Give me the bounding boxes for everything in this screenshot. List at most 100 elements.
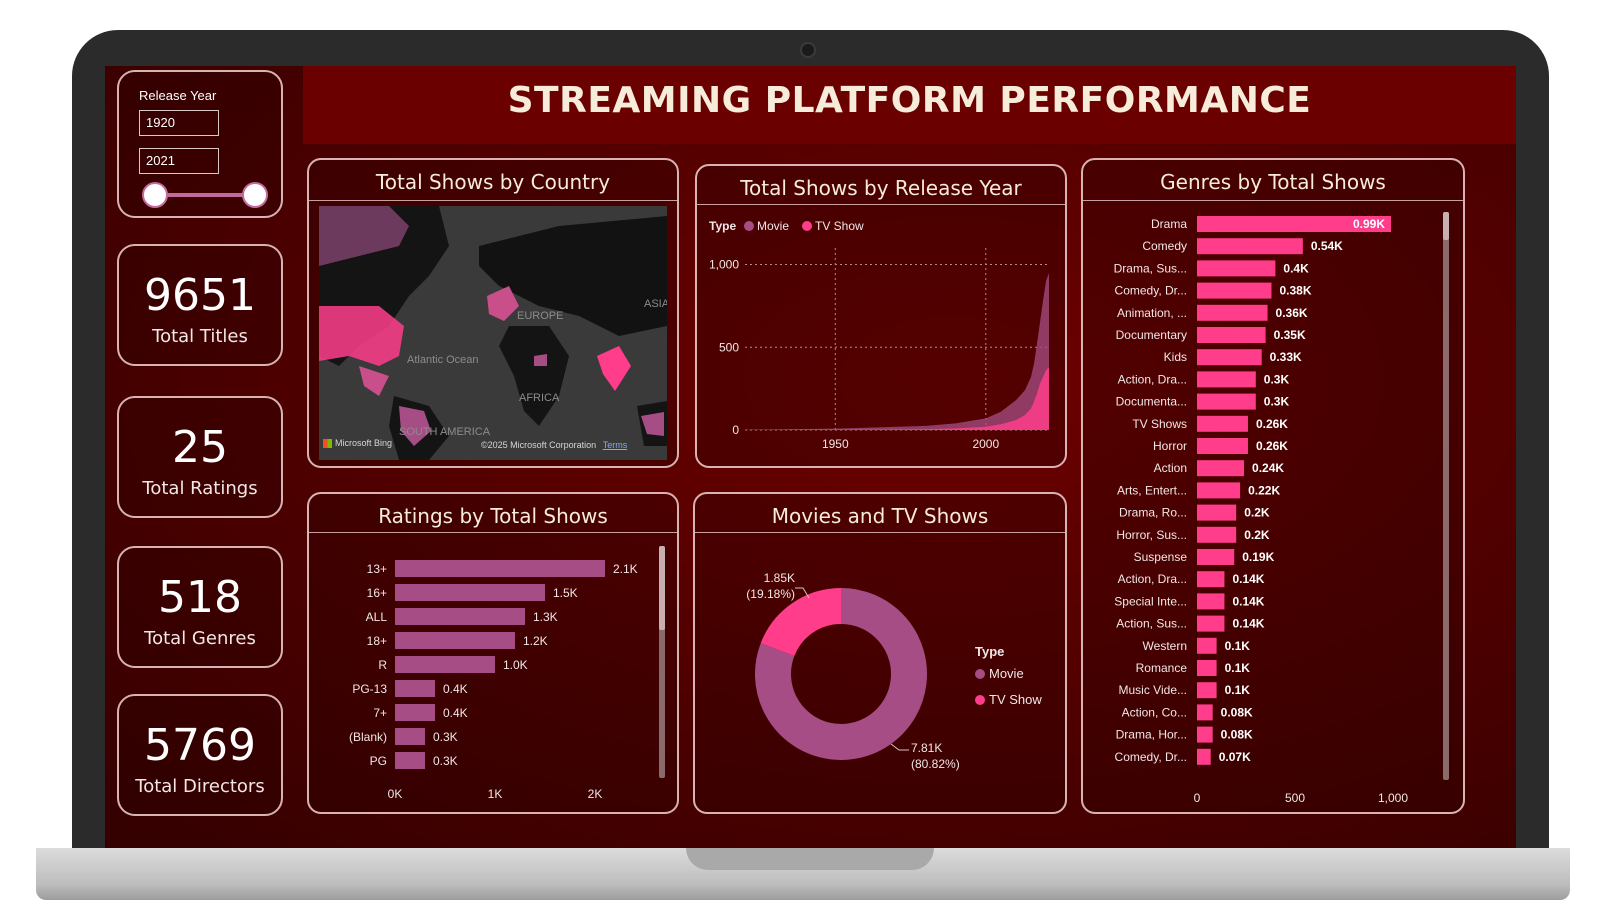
slicer-label: Release Year [139, 88, 217, 103]
genre-bar [1197, 504, 1237, 521]
kpi-label: Total Titles [152, 326, 248, 347]
genre-bar [1197, 327, 1266, 343]
genre-category-label: Drama [1151, 217, 1187, 231]
rating-bar [395, 752, 425, 769]
panel-title: Total Shows by Country [375, 170, 611, 194]
rating-category-label: 16+ [367, 586, 387, 600]
y-tick-label: 1,000 [709, 258, 739, 272]
rating-bar [395, 608, 525, 625]
page-title: STREAMING PLATFORM PERFORMANCE [507, 80, 1312, 121]
genre-data-label: 0.1K [1225, 639, 1251, 653]
slider-track[interactable] [155, 193, 255, 197]
rating-category-label: ALL [366, 610, 388, 624]
genre-category-label: Comedy [1142, 239, 1187, 253]
dashboard-screen: STREAMING PLATFORM PERFORMANCE Release Y… [105, 66, 1516, 848]
movies-tv-donut-chart[interactable]: 7.81K (80.82%) 1.85K (19.18%) Type Movie TV Sh… [695, 536, 1065, 814]
rating-category-label: PG-13 [352, 682, 387, 696]
map-label-europe: EUROPE [517, 310, 564, 322]
rating-data-label: 1.5K [553, 586, 578, 600]
panel-divider [695, 532, 1065, 533]
genre-category-label: Romance [1136, 661, 1188, 675]
genre-data-label: 0.2K [1244, 528, 1270, 542]
rating-category-label: 18+ [367, 634, 387, 648]
genre-bar [1197, 415, 1248, 432]
slider-start-handle[interactable] [142, 182, 168, 208]
kpi-total-ratings: 25 Total Ratings [117, 396, 283, 518]
map-label-asia: ASIA [644, 298, 667, 310]
map-label-south-america: SOUTH AMERICA [399, 426, 491, 438]
genre-data-label: 0.3K [1264, 395, 1290, 409]
genre-data-label: 0.54K [1311, 239, 1343, 253]
rating-bar [395, 728, 425, 745]
genre-data-label: 0.38K [1279, 284, 1311, 298]
scrollbar-thumb [659, 546, 665, 630]
genre-bar [1197, 371, 1256, 388]
release-year-panel: Total Shows by Release Year Type Movie TV … [695, 164, 1067, 468]
world-map-graphic [319, 206, 667, 460]
rating-category-label: R [378, 658, 387, 672]
legend-title: Type [975, 644, 1004, 659]
end-year-input[interactable]: 2021 [139, 148, 219, 174]
genre-data-label: 0.36K [1276, 306, 1308, 320]
genre-category-label: Comedy, Dr... [1115, 750, 1187, 764]
genre-category-label: Arts, Entert... [1117, 483, 1187, 497]
panel-divider [309, 200, 677, 201]
genre-data-label: 0.14K [1232, 617, 1264, 631]
genre-bar [1197, 216, 1392, 232]
panel-title: Total Shows by Release Year [740, 176, 1022, 200]
genre-category-label: Documenta... [1116, 395, 1187, 409]
map-panel: Total Shows by Country [307, 158, 679, 468]
x-tick-label: 2K [588, 787, 603, 801]
genre-data-label: 0.35K [1274, 328, 1306, 342]
rating-data-label: 2.1K [613, 562, 638, 576]
genre-data-label: 0.07K [1219, 750, 1251, 764]
genre-data-label: 0.1K [1225, 661, 1251, 675]
genre-bar [1197, 393, 1256, 410]
x-tick-label: 0 [1194, 791, 1201, 805]
kpi-label: Total Ratings [142, 478, 258, 499]
movies-tv-panel: Movies and TV Shows 7.81K (80.82%) 1.85K (1… [693, 492, 1067, 814]
leader-line [795, 587, 810, 599]
rating-bar [395, 584, 545, 601]
kpi-total-directors: 5769 Total Directors [117, 694, 283, 816]
slice-percent-label: (19.18%) [746, 587, 795, 601]
rating-category-label: (Blank) [349, 730, 387, 744]
kpi-value: 9651 [144, 270, 256, 321]
genre-category-label: Drama, Sus... [1114, 261, 1187, 275]
genre-bar [1197, 615, 1225, 632]
laptop-notch [686, 848, 934, 870]
genre-bar [1197, 571, 1225, 588]
genre-data-label: 0.08K [1221, 728, 1253, 742]
genre-bar [1197, 260, 1276, 277]
genre-category-label: Comedy, Dr... [1115, 284, 1187, 298]
legend-label: TV Show [989, 692, 1042, 707]
genre-category-label: Music Vide... [1119, 683, 1187, 697]
legend-label: Movie [757, 219, 789, 233]
genre-category-label: Special Inte... [1114, 594, 1187, 608]
leader-line [890, 743, 909, 751]
genre-category-label: Action, Sus... [1116, 617, 1187, 631]
release-year-area-chart[interactable]: Type Movie TV Show 1,000 500 0 1950 2000 [697, 208, 1065, 466]
slice-value-label: 1.85K [764, 571, 795, 585]
genre-data-label: 0.14K [1232, 594, 1264, 608]
camera-icon [800, 42, 816, 58]
genre-category-label: Suspense [1134, 550, 1188, 564]
world-map[interactable]: EUROPE ASIA Atlantic Ocean AFRICA SOUTH … [319, 206, 667, 460]
genre-bar [1197, 526, 1237, 543]
genre-data-label: 0.26K [1256, 439, 1288, 453]
map-terms-link[interactable]: Terms [602, 440, 628, 450]
rating-data-label: 1.0K [503, 658, 528, 672]
genres-bar-chart[interactable]: Drama 0.99K Comedy 0.54K Drama, Sus... 0.4K Co… [1083, 204, 1463, 812]
ratings-bar-chart[interactable]: 13+ 2.1K 16+ 1.5K ALL 1.3K 18+ 1.2K R 1.0K PG-13 0.… [309, 536, 677, 814]
donut-slice-movie [755, 588, 927, 760]
ratings-panel: Ratings by Total Shows 13+ 2.1K 16+ 1.5K ALL… [307, 492, 679, 814]
panel-divider [1083, 200, 1463, 201]
kpi-value: 518 [158, 572, 242, 623]
start-year-input[interactable]: 1920 [139, 110, 219, 136]
rating-bar [395, 704, 435, 721]
slider-end-handle[interactable] [242, 182, 268, 208]
genre-bar [1197, 704, 1213, 721]
genre-category-label: Drama, Hor... [1116, 728, 1187, 742]
map-copyright: ©2025 Microsoft Corporation Terms [481, 440, 628, 450]
